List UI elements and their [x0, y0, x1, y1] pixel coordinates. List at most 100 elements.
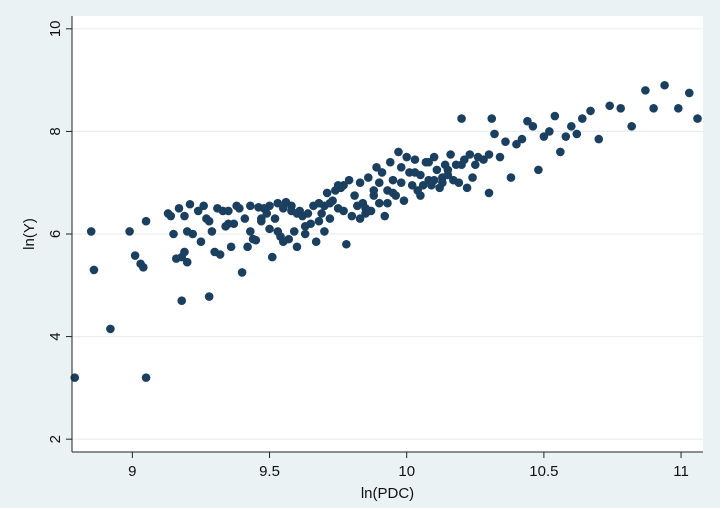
data-point	[454, 178, 464, 188]
data-point	[479, 155, 488, 164]
data-point	[383, 198, 392, 208]
data-point	[627, 121, 636, 131]
data-point	[265, 224, 274, 234]
data-point	[251, 235, 261, 245]
data-point	[177, 296, 187, 305]
data-point	[130, 251, 140, 260]
data-point	[265, 201, 274, 211]
data-point	[501, 137, 510, 146]
data-point	[649, 104, 658, 113]
data-point	[180, 211, 189, 221]
data-point	[693, 114, 702, 123]
data-point	[487, 114, 497, 123]
x-tick-label: 9.5	[259, 463, 280, 480]
data-point	[185, 199, 195, 209]
data-point	[550, 111, 560, 121]
x-tick-label: 11	[673, 463, 689, 480]
y-tick-label: 6	[47, 230, 64, 238]
data-point	[674, 104, 683, 113]
data-point	[660, 80, 669, 90]
data-point	[289, 227, 299, 236]
data-point	[246, 227, 255, 236]
data-point	[490, 129, 499, 139]
data-point	[257, 216, 266, 226]
data-point	[462, 183, 472, 193]
data-point	[169, 229, 178, 239]
data-point	[380, 211, 390, 221]
data-point	[204, 216, 214, 226]
data-point	[278, 237, 288, 246]
data-point	[204, 292, 214, 301]
data-point	[237, 268, 247, 277]
data-point	[86, 227, 96, 236]
data-point	[410, 155, 420, 164]
data-point	[424, 157, 433, 167]
data-point	[429, 175, 439, 185]
data-point	[270, 214, 280, 223]
data-point	[369, 186, 379, 195]
data-point	[246, 201, 255, 211]
grid-lines	[72, 28, 703, 440]
data-point	[267, 252, 277, 262]
data-point	[193, 206, 203, 216]
data-point	[572, 129, 582, 139]
data-point	[311, 237, 321, 246]
data-point	[166, 211, 176, 221]
data-point	[594, 134, 604, 144]
y-tick-label: 8	[47, 127, 64, 135]
data-point	[495, 152, 505, 162]
data-point	[224, 219, 233, 229]
data-point	[273, 198, 283, 208]
data-point	[141, 373, 151, 382]
data-point	[344, 175, 354, 185]
data-point	[534, 165, 543, 175]
data-point	[512, 139, 521, 149]
data-point	[438, 178, 447, 188]
data-point	[605, 101, 615, 111]
data-point	[243, 242, 252, 252]
data-points	[70, 80, 702, 382]
data-point	[70, 373, 80, 382]
data-point	[402, 152, 412, 162]
x-axis-ticks: 9 9.5 10 10.5 11	[128, 452, 689, 480]
data-point	[641, 86, 650, 95]
data-point	[333, 180, 343, 190]
data-point	[457, 114, 466, 123]
data-point	[361, 204, 370, 213]
data-point	[235, 204, 244, 213]
x-tick-label: 9	[128, 463, 136, 480]
data-point	[567, 121, 576, 131]
data-point	[394, 147, 403, 157]
data-point	[188, 229, 198, 239]
data-point	[322, 188, 332, 198]
data-point	[125, 227, 134, 236]
data-point	[374, 178, 384, 188]
data-point	[317, 209, 326, 218]
data-point	[561, 132, 571, 141]
data-point	[446, 150, 455, 159]
data-point	[396, 163, 406, 172]
data-point	[292, 242, 302, 252]
data-point	[226, 242, 236, 252]
data-point	[139, 263, 148, 272]
data-point	[141, 216, 151, 226]
data-point	[429, 152, 439, 162]
data-point	[89, 265, 99, 275]
data-point	[684, 88, 694, 98]
data-point	[432, 165, 442, 175]
data-point	[355, 178, 365, 188]
data-point	[339, 206, 348, 216]
data-point	[347, 211, 357, 221]
data-point	[106, 324, 115, 334]
data-point	[320, 227, 329, 236]
data-point	[410, 168, 420, 177]
data-point	[418, 180, 428, 190]
data-point	[262, 209, 272, 218]
data-point	[416, 191, 425, 200]
data-point	[443, 165, 453, 175]
data-point	[342, 239, 351, 249]
x-axis-title: ln(PDC)	[361, 485, 414, 502]
data-point	[484, 188, 494, 198]
data-point	[240, 214, 250, 223]
